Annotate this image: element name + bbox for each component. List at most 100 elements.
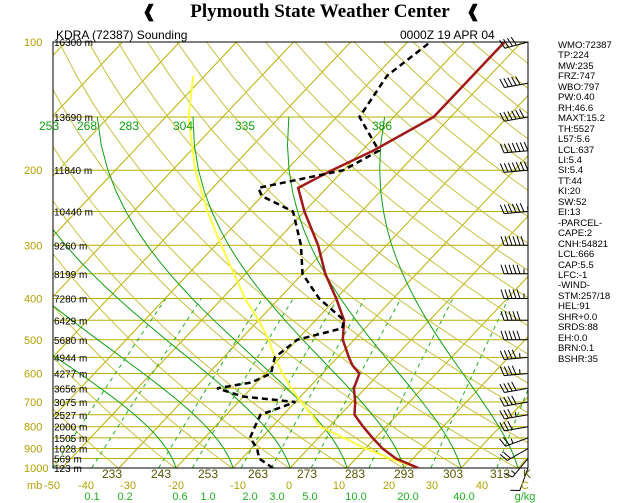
- index-row: PW:0.40: [558, 92, 595, 104]
- height-label: 2527 m: [54, 411, 87, 422]
- wind-barb-flag: [507, 204, 513, 214]
- wind-barb-flag: [510, 36, 517, 46]
- mixing-ratio-line: [310, 298, 402, 468]
- temperature-tick-label: -50: [44, 480, 60, 492]
- wind-barb-flag: [507, 420, 513, 430]
- temperature-tick-label: -10: [230, 480, 246, 492]
- dry-adiabat: [53, 253, 290, 468]
- wind-barb-flag: [503, 143, 509, 153]
- index-row: MAXT:15.2: [558, 113, 605, 125]
- theta-label: 303: [443, 467, 463, 481]
- wind-barb-flag: [499, 366, 505, 376]
- mixing-ratio-tick-label: 20.0: [397, 491, 418, 503]
- wind-barb-flag: [519, 109, 525, 118]
- moist-adiabat: [53, 228, 291, 468]
- wind-barb-flag: [499, 112, 505, 122]
- wind-barb-flag: [512, 311, 517, 321]
- wind-barb-flag: [511, 365, 517, 375]
- index-row: LI:5.4: [558, 154, 583, 166]
- wind-barb-flag: [504, 311, 509, 321]
- wind-barb-staff: [504, 426, 529, 432]
- mixing-ratio-tick-label: 3.0: [269, 491, 284, 503]
- wind-barb: [500, 236, 528, 246]
- station-label: KDRA (72387) Sounding: [56, 28, 187, 42]
- dry-adiabat: [53, 200, 347, 468]
- wind-barb-flag: [503, 472, 513, 478]
- wind-barb-flag: [516, 236, 521, 246]
- wind-barb-flag: [507, 162, 513, 172]
- wind-barb-flag: [503, 451, 512, 459]
- index-row: RH:46.6: [558, 102, 594, 114]
- wind-barb-half-flag: [514, 411, 517, 417]
- wind-barb-flag: [508, 289, 513, 299]
- wind-barb-flag: [503, 396, 509, 406]
- temperature-tick-label: 0: [286, 480, 292, 492]
- diagram-grid: [52, 41, 529, 469]
- index-row: WBO:797: [558, 81, 600, 93]
- wind-barb-flag: [512, 236, 517, 246]
- theta-label: 253: [198, 467, 218, 481]
- wind-barb-flag: [499, 410, 505, 420]
- index-row: BSHR:35: [558, 353, 598, 365]
- wind-barb-flag: [515, 76, 521, 85]
- isotherm-line: [346, 275, 528, 468]
- wind-barb-flag: [516, 311, 521, 321]
- mixing-ratio-line: [368, 298, 454, 468]
- mixing-ratio-tick-label: 40.0: [453, 491, 474, 503]
- height-label: 4944 m: [54, 353, 87, 364]
- height-label: 3656 m: [54, 384, 87, 395]
- wind-barb-flag: [508, 236, 513, 246]
- theta-label: 283: [345, 467, 365, 481]
- wind-barb-flag: [500, 264, 505, 274]
- mixing-ratio-tick-label: 0.2: [117, 491, 132, 503]
- height-label: 5680 m: [54, 336, 87, 347]
- x-units-prefix: mb: [27, 480, 42, 492]
- height-label: 6429 m: [54, 316, 87, 327]
- index-row: CAPE:2: [558, 228, 593, 240]
- theta-e-label: 268: [77, 119, 97, 133]
- theta-e-label: 386: [372, 119, 392, 133]
- wind-barb-flag: [511, 162, 517, 172]
- wind-barb-flag: [499, 204, 505, 214]
- moist-adiabat: [53, 305, 234, 468]
- dry-adiabat: [294, 42, 528, 244]
- index-row: TH:5527: [558, 123, 595, 135]
- wind-barb-flag: [499, 383, 505, 393]
- mixing-ratio-tick-label: 2.0: [242, 491, 257, 503]
- moist-adiabat: [286, 116, 462, 468]
- wind-barb: [499, 109, 529, 122]
- wind-barb-flag: [504, 289, 509, 299]
- isotherm-line: [232, 155, 528, 468]
- index-row: SW:52: [558, 196, 587, 208]
- index-row: TP:224: [558, 50, 589, 62]
- theta-e-label: 335: [235, 119, 255, 133]
- wind-barb: [499, 202, 529, 215]
- index-row: LCL:637: [558, 144, 595, 156]
- wind-barb-flag: [499, 453, 508, 461]
- mixing-ratio-tick-label: 0.6: [172, 491, 187, 503]
- wind-barb-flag: [503, 163, 509, 173]
- wind-barb: [499, 408, 529, 420]
- wind-barb-flag: [507, 396, 513, 406]
- wind-barb-staff: [519, 467, 529, 491]
- mixing-ratio-tick-label: 10.0: [345, 491, 366, 503]
- height-label: 3075 m: [54, 398, 87, 409]
- index-row: BRN:0.1: [558, 343, 595, 355]
- height-label: 2000 m: [54, 423, 87, 434]
- wind-barb: [500, 311, 528, 321]
- dry-adiabat: [53, 145, 404, 468]
- moist-adiabat: [53, 354, 177, 468]
- wind-barb-flag: [512, 330, 517, 340]
- wind-barb-flag: [508, 311, 513, 321]
- wind-barb-flag: [503, 421, 509, 431]
- wind-barb-flag: [503, 350, 509, 360]
- wind-barb-flag: [511, 76, 517, 86]
- pressure-label: 1000: [24, 463, 48, 475]
- height-label: 11840 m: [54, 166, 92, 177]
- height-label: 8199 m: [54, 270, 87, 281]
- pressure-label: 900: [24, 444, 42, 456]
- theta-label: 273: [297, 467, 317, 481]
- isotherm-line: [53, 42, 180, 177]
- wind-barb-flag: [511, 203, 517, 213]
